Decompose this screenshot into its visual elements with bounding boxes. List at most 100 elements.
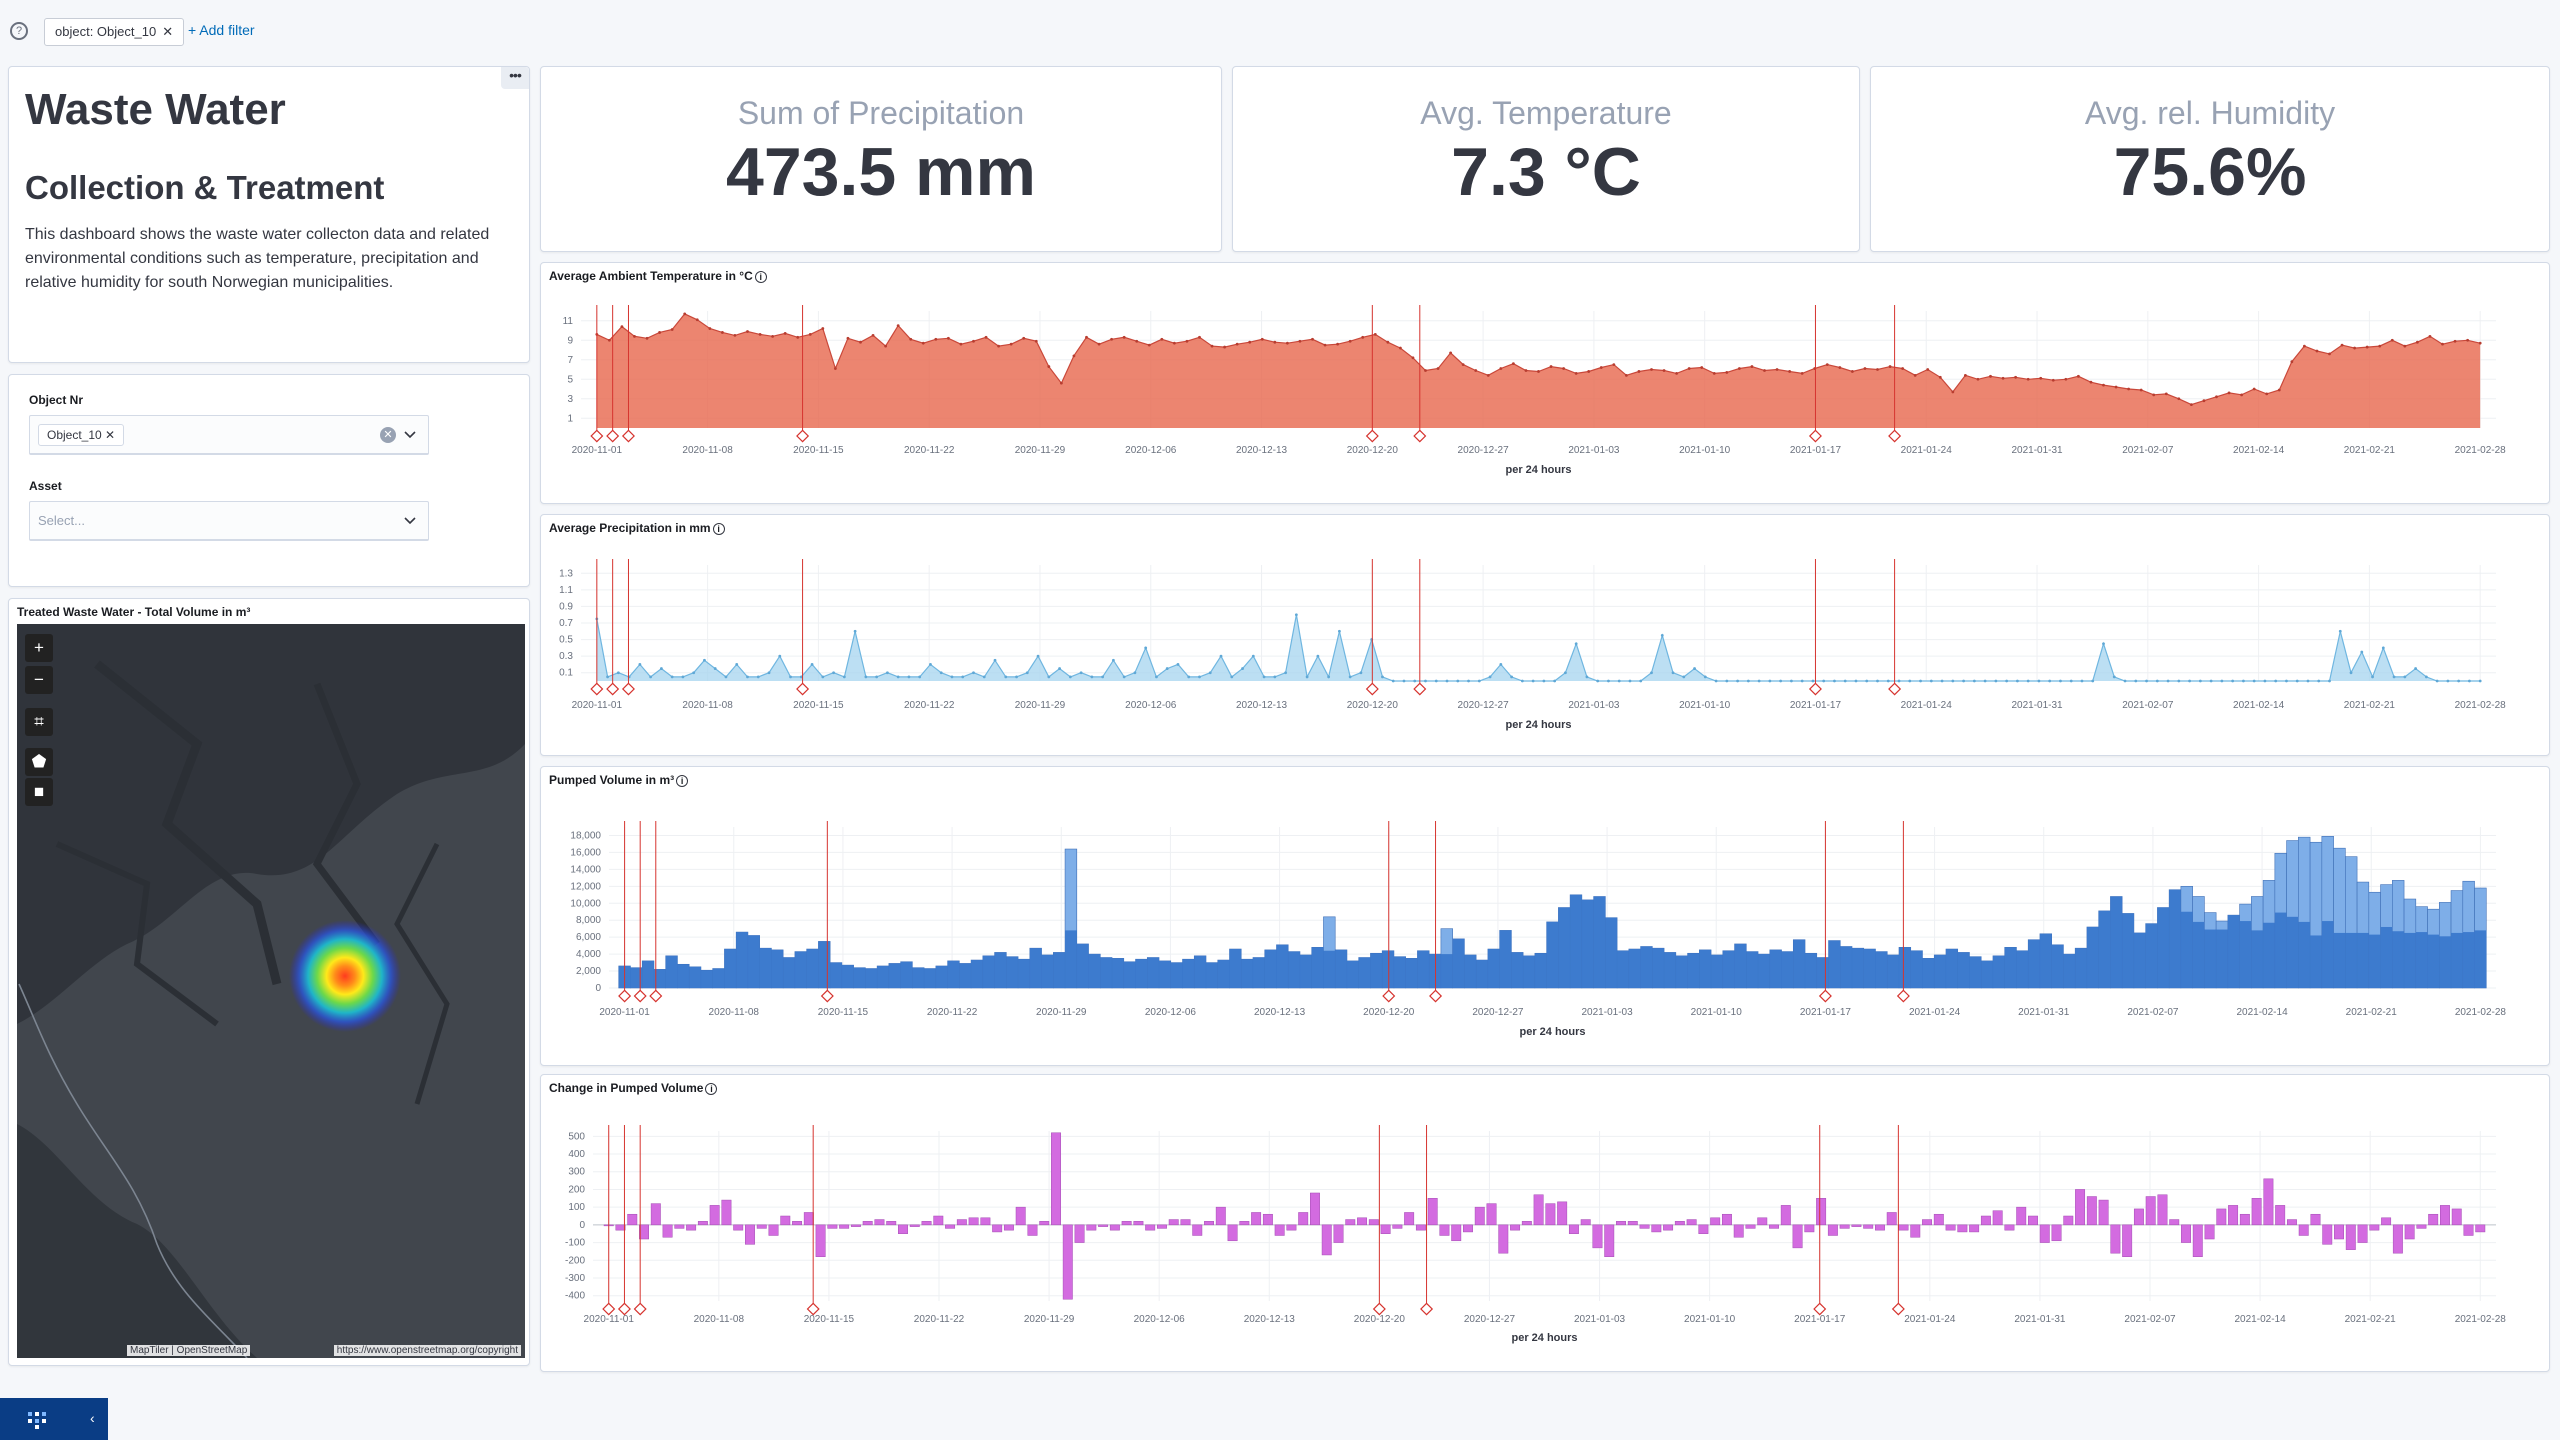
bar-base [1781, 951, 1794, 988]
change-pumped-bar-chart[interactable]: -400 -300 -200 -100 0 100 200 300 400 500 2020-11-… [541, 1075, 2550, 1372]
y-tick-label: 8,000 [576, 915, 601, 926]
annotation-marker-shape [602, 1302, 616, 1316]
data-point [789, 675, 792, 679]
bar-change [1780, 1205, 1791, 1226]
x-tick-label: 2021-01-03 [1568, 445, 1620, 456]
x-tick-label: 2020-12-20 [1347, 700, 1399, 711]
panel-options-icon[interactable]: ••• [501, 67, 529, 89]
bar-base [724, 949, 737, 988]
zoom-out-icon[interactable]: − [25, 666, 53, 694]
data-point [2188, 679, 2191, 683]
data-point [2231, 679, 2235, 683]
bar-change [1392, 1224, 1403, 1229]
info-icon[interactable]: i [712, 523, 725, 535]
info-icon[interactable]: i [705, 1083, 718, 1095]
bar-base [2451, 932, 2463, 988]
x-tick-label: 2020-11-22 [914, 1314, 965, 1325]
x-tick-label: 2020-12-20 [1347, 445, 1399, 456]
bar-change [2133, 1208, 2144, 1226]
data-point [2349, 671, 2353, 675]
data-point [1398, 346, 1402, 350]
bar-change [850, 1224, 861, 1227]
data-point [2424, 675, 2428, 679]
data-point [1165, 667, 1169, 670]
data-point [896, 675, 900, 679]
data-point [1940, 679, 1944, 683]
bar-change [1404, 1212, 1415, 1226]
bar-change [745, 1224, 755, 1245]
fit-bounds-icon[interactable]: ⌗ [25, 708, 53, 736]
data-point [961, 675, 965, 679]
x-tick-label: 2020-11-29 [1036, 1007, 1087, 1018]
info-icon[interactable]: i [676, 775, 689, 787]
data-point [1564, 671, 1567, 675]
asset-placeholder: Select... [38, 513, 85, 528]
data-point [670, 328, 674, 331]
data-point [1047, 365, 1051, 368]
object-nr-select[interactable]: Object_10 ✕ ✕ [29, 415, 429, 455]
filter-pill-object[interactable]: object: Object_10 ✕ [44, 18, 185, 46]
x-tick-label: 2021-01-17 [1790, 445, 1842, 456]
heatmap-map[interactable]: + − ⌗ ⬟ ■ MapTiler | OpenStreetMap https… [17, 624, 525, 1358]
bar-change [2286, 1219, 2297, 1226]
x-tick-label: 2020-11-01 [599, 1007, 650, 1018]
data-point [1675, 372, 1679, 375]
data-point [681, 675, 685, 679]
bar-base [1934, 954, 1946, 988]
metric-label: Avg. rel. Humidity [2084, 95, 2336, 131]
bar-base [689, 966, 701, 988]
asset-select[interactable]: Select... [29, 501, 429, 541]
app-logo-icon[interactable] [26, 1410, 52, 1430]
draw-shape-icon[interactable]: ⬟ [25, 748, 53, 776]
bar-change [1239, 1221, 1250, 1226]
data-point [2453, 339, 2457, 343]
chevron-down-icon[interactable] [402, 426, 418, 442]
data-point [1373, 333, 1377, 336]
info-icon[interactable]: i [754, 271, 767, 283]
bar-base [1053, 952, 1066, 988]
data-point [1962, 679, 1965, 683]
draw-bounds-icon[interactable]: ■ [25, 778, 53, 806]
collapse-icon[interactable]: ‹ [90, 1410, 95, 1426]
bar-base [700, 970, 713, 988]
pumped-volume-bar-chart[interactable]: 0 2,000 4,000 6,000 8,000 10,000 12,000 14,000 1… [541, 767, 2550, 1066]
bar-change [886, 1221, 897, 1226]
remove-chip-icon[interactable]: ✕ [105, 428, 116, 442]
data-point [871, 333, 875, 337]
data-point [1687, 367, 1691, 370]
data-point [1025, 671, 1029, 675]
temperature-area-chart[interactable]: 1 3 5 7 9 11 2020-11-01 2020-11-08 2020-11-15 202… [541, 263, 2550, 504]
bar-base [2086, 926, 2099, 988]
data-point [2059, 679, 2062, 683]
clear-icon[interactable]: ✕ [380, 427, 396, 443]
bar-base [1182, 959, 1195, 988]
chevron-down-icon[interactable] [402, 512, 418, 528]
object-chip[interactable]: Object_10 ✕ [38, 424, 125, 446]
bar-change [733, 1224, 744, 1231]
bar-change [662, 1224, 673, 1238]
data-point [2026, 679, 2030, 683]
data-point [1402, 679, 1406, 683]
x-tick-label: 2021-02-14 [2235, 1314, 2287, 1325]
data-point [1919, 679, 1922, 683]
precipitation-area-chart[interactable]: 0.1 0.3 0.5 0.7 0.9 1.1 1.3 2020-11-01 2020-11-0… [541, 515, 2550, 756]
zoom-in-icon[interactable]: + [25, 634, 53, 662]
data-point [2390, 338, 2394, 342]
data-point [2435, 679, 2439, 683]
bar-change [1627, 1221, 1638, 1226]
bar-change [1792, 1224, 1803, 1249]
map-attribution-link[interactable]: https://www.openstreetmap.org/copyright [333, 1345, 521, 1356]
y-tick-label: 1 [567, 413, 573, 424]
remove-filter-icon[interactable]: ✕ [162, 24, 174, 39]
data-point [2403, 675, 2407, 679]
bar-base [888, 963, 901, 988]
data-point [1348, 675, 1352, 679]
filter-options-icon[interactable]: ? [10, 22, 28, 40]
data-point [1671, 671, 1675, 675]
x-tick-label: 2020-12-13 [1236, 445, 1288, 456]
map-attribution[interactable]: MapTiler | OpenStreetMap [127, 1345, 251, 1356]
metric-value: 75.6% [2113, 134, 2307, 210]
x-tick-label: 2021-01-03 [1582, 1007, 1634, 1018]
data-point [2338, 629, 2342, 633]
add-filter-button[interactable]: + Add filter [188, 22, 255, 38]
